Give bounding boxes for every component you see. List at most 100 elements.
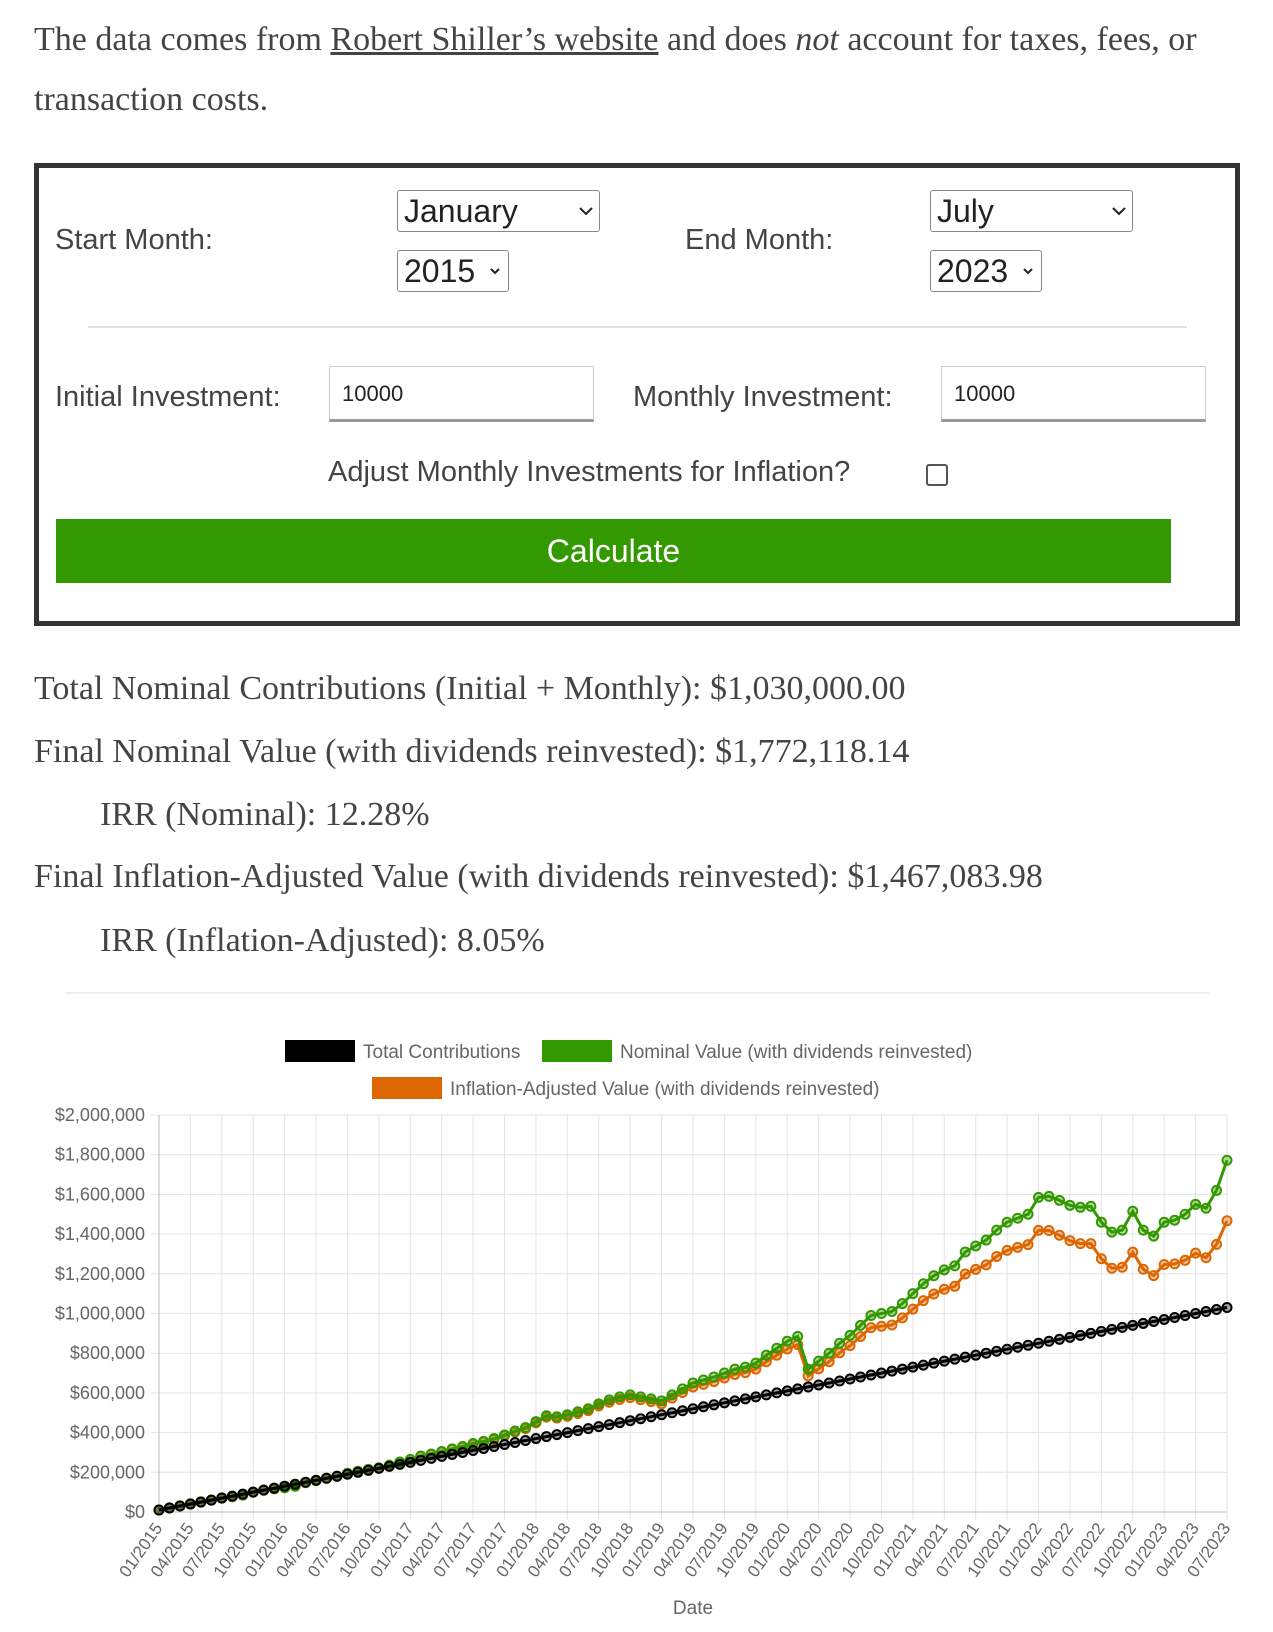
data-point (896, 1298, 908, 1310)
data-point (1095, 1253, 1107, 1265)
data-point (1053, 1194, 1065, 1206)
data-point (352, 1466, 364, 1478)
data-point (1064, 1199, 1076, 1211)
initial-investment-input[interactable]: 10000 (329, 366, 594, 422)
data-point (436, 1450, 448, 1462)
data-point (865, 1322, 877, 1334)
data-point (1169, 1214, 1181, 1226)
data-point (1158, 1216, 1170, 1228)
data-point (792, 1383, 804, 1395)
data-point (1169, 1311, 1181, 1323)
data-point (1043, 1335, 1055, 1347)
y-tick-label: $400,000 (70, 1423, 145, 1443)
data-point (645, 1411, 657, 1423)
data-point (844, 1373, 856, 1385)
data-point (184, 1498, 196, 1510)
data-point (258, 1484, 270, 1496)
data-point (1116, 1224, 1128, 1236)
end-year-select[interactable]: 2023 (930, 250, 1042, 292)
data-point (729, 1363, 741, 1375)
data-point (593, 1398, 605, 1410)
data-point (551, 1429, 563, 1441)
data-point (1190, 1198, 1202, 1210)
y-tick-label: $0 (125, 1502, 145, 1522)
data-point (865, 1309, 877, 1321)
data-point (478, 1442, 490, 1454)
data-point (1022, 1208, 1034, 1220)
chevron (579, 207, 593, 216)
data-point (572, 1406, 584, 1418)
data-point (980, 1234, 992, 1246)
data-point (1022, 1239, 1034, 1251)
data-point (1085, 1327, 1097, 1339)
y-tick-label: $800,000 (70, 1343, 145, 1363)
data-point (237, 1488, 249, 1500)
data-point (886, 1306, 898, 1318)
data-point (530, 1416, 542, 1428)
data-point (499, 1429, 511, 1441)
data-point (1053, 1229, 1065, 1241)
data-point (362, 1464, 374, 1476)
data-point (959, 1246, 971, 1258)
data-point (499, 1439, 511, 1451)
data-point (834, 1337, 846, 1349)
data-point (980, 1259, 992, 1271)
data-point (1085, 1238, 1097, 1250)
data-point (1148, 1315, 1160, 1327)
data-point (781, 1343, 793, 1355)
legend-label: Total Contributions (363, 1042, 520, 1063)
data-point (917, 1295, 929, 1307)
calculate-button[interactable]: Calculate (56, 519, 1171, 583)
data-point (750, 1357, 762, 1369)
start-year-select[interactable]: 2015 (397, 250, 509, 292)
data-point (1095, 1216, 1107, 1228)
inflation-checkbox[interactable] (926, 464, 948, 486)
data-point (739, 1361, 751, 1373)
data-point (708, 1399, 720, 1411)
data-point (635, 1391, 647, 1403)
end-month-select[interactable]: July (930, 190, 1133, 232)
data-point (1064, 1331, 1076, 1343)
select-value: 2015 (404, 253, 476, 289)
data-point (635, 1413, 647, 1425)
start-month-select[interactable]: January (397, 190, 600, 232)
data-point (844, 1340, 856, 1352)
data-point (289, 1478, 301, 1490)
data-point (750, 1391, 762, 1403)
data-point (1190, 1247, 1202, 1259)
data-point (813, 1379, 825, 1391)
data-point (907, 1361, 919, 1373)
data-point (802, 1363, 814, 1375)
monthly-investment-input[interactable]: 10000 (941, 366, 1206, 422)
data-point (1106, 1262, 1118, 1274)
calculator-form: Start Month: January 2015 End Month: Jul… (34, 163, 1240, 626)
data-point (467, 1444, 479, 1456)
data-point (1074, 1329, 1086, 1341)
data-point (1158, 1313, 1170, 1325)
data-point (300, 1476, 312, 1488)
data-point (572, 1425, 584, 1437)
data-point (907, 1303, 919, 1315)
link[interactable]: Robert Shiller’s website (330, 21, 659, 58)
data-point (928, 1270, 940, 1282)
data-point (603, 1394, 615, 1406)
data-point (959, 1351, 971, 1363)
data-point (582, 1403, 594, 1415)
data-point (1001, 1244, 1013, 1256)
data-point (928, 1288, 940, 1300)
data-point (970, 1240, 982, 1252)
data-point (771, 1387, 783, 1399)
data-point (781, 1385, 793, 1397)
series-line (158, 1306, 1228, 1512)
data-point (1137, 1317, 1149, 1329)
select-value: 2023 (937, 253, 1009, 289)
data-point (1043, 1190, 1055, 1202)
legend-swatch (372, 1077, 442, 1099)
data-point (1085, 1200, 1097, 1212)
data-point (488, 1433, 500, 1445)
data-point (834, 1347, 846, 1359)
data-point (687, 1403, 699, 1415)
data-point (1221, 1154, 1233, 1166)
data-point (593, 1421, 605, 1433)
intro-text: and does (666, 21, 787, 58)
